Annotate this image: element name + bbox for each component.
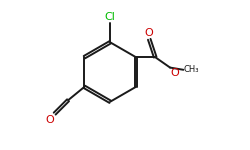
Text: O: O [144, 28, 153, 38]
Text: O: O [45, 115, 54, 125]
Text: Cl: Cl [105, 12, 116, 22]
Text: CH₃: CH₃ [184, 65, 200, 74]
Text: O: O [170, 68, 179, 78]
